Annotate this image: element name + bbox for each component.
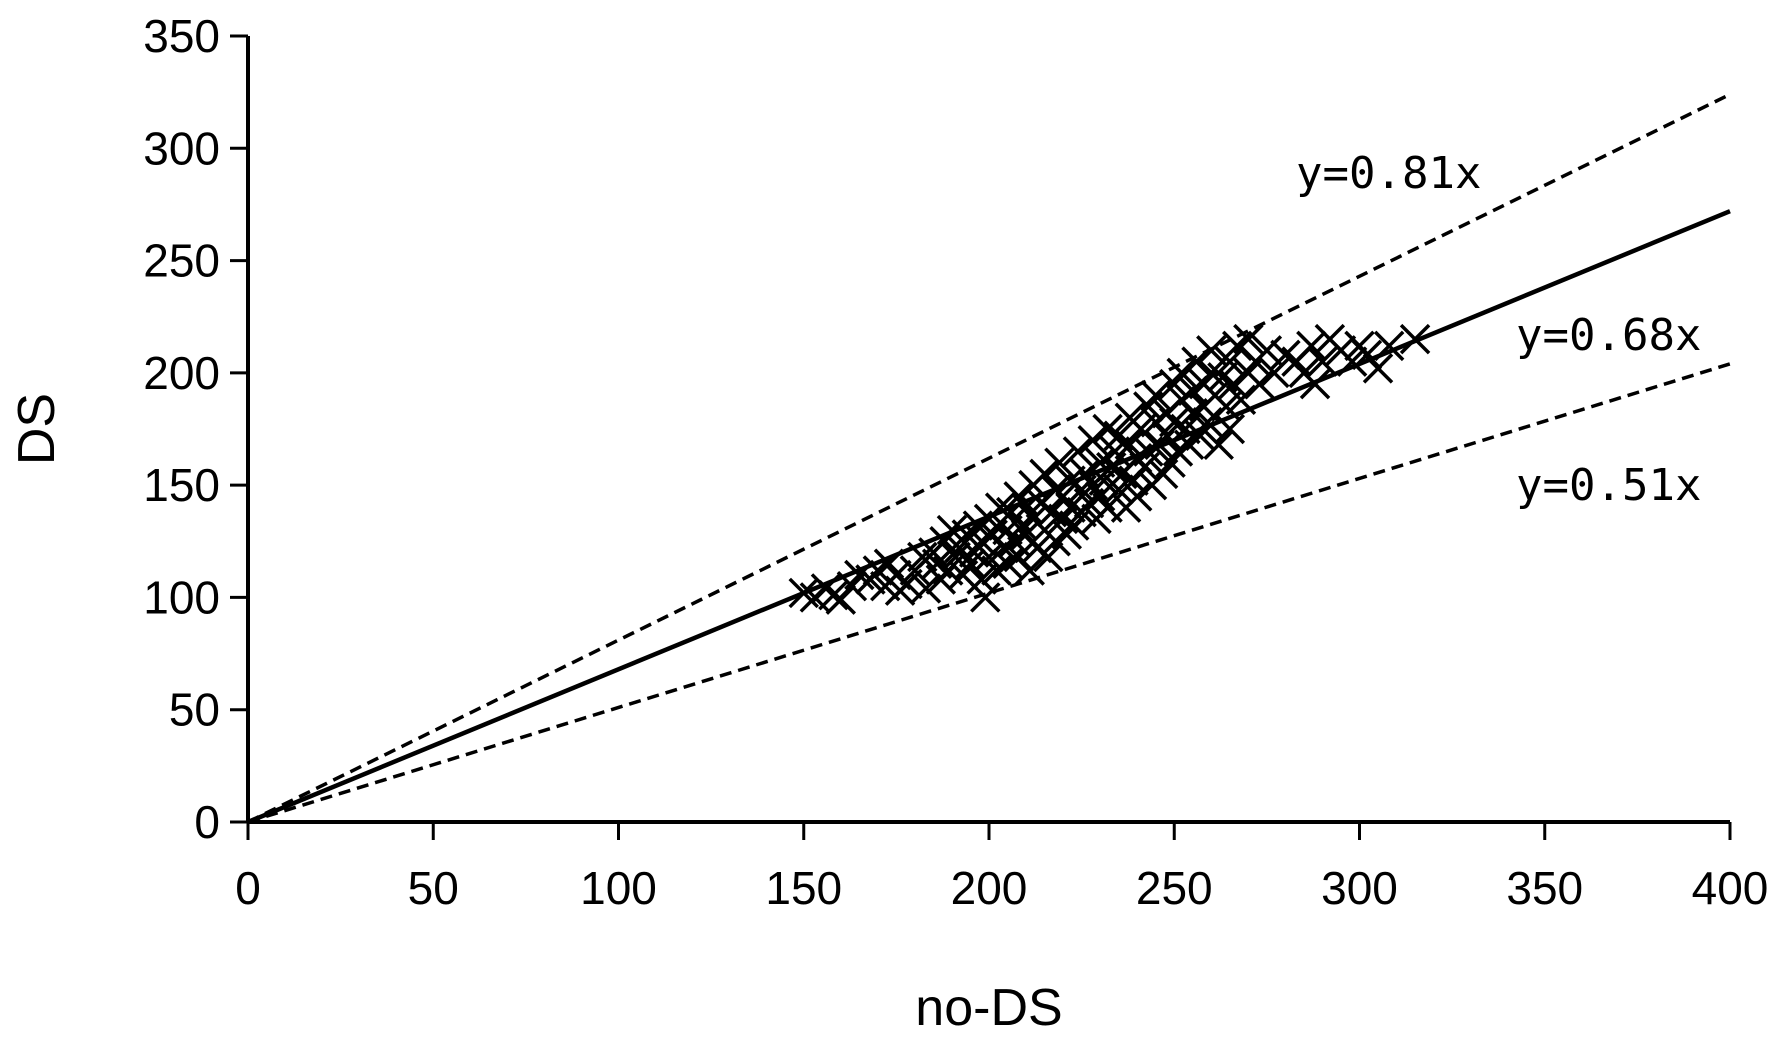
x-tick-label: 150 <box>765 862 842 914</box>
data-point <box>984 492 1016 523</box>
data-point <box>844 559 875 591</box>
x-tick-label: 400 <box>1692 862 1769 914</box>
axes <box>246 36 1730 824</box>
data-point <box>940 541 971 573</box>
data-points <box>788 323 1431 615</box>
data-point <box>1166 357 1197 389</box>
y-tick-label: 300 <box>143 122 220 174</box>
data-point <box>1399 323 1431 355</box>
data-point <box>1196 335 1227 366</box>
data-point <box>970 582 1001 613</box>
x-tick-label: 50 <box>408 862 459 914</box>
data-point <box>1062 436 1094 467</box>
y-axis-title: DS <box>8 393 66 465</box>
data-point <box>1233 323 1264 355</box>
data-point <box>1121 481 1153 512</box>
data-point <box>1225 384 1257 416</box>
data-point <box>1307 346 1338 377</box>
data-point <box>1140 380 1171 411</box>
data-point <box>1181 346 1212 377</box>
line-annotations: y=0.81x y=0.68x y=0.51x <box>1296 148 1701 511</box>
fit-line-0 <box>247 92 1731 824</box>
y-tick-label: 0 <box>194 796 220 848</box>
data-point <box>1203 429 1234 460</box>
data-point <box>1299 368 1331 400</box>
data-point <box>966 564 997 595</box>
x-tick-label: 100 <box>580 862 657 914</box>
data-point <box>1251 335 1283 366</box>
data-point <box>910 573 942 604</box>
data-point <box>907 541 938 573</box>
data-point <box>1373 330 1405 362</box>
data-point <box>1192 407 1223 438</box>
x-tick-label: 350 <box>1506 862 1583 914</box>
fit-lines <box>247 92 1731 825</box>
y-tick-label: 250 <box>143 235 220 287</box>
line-label-0: y=0.81x <box>1296 148 1481 199</box>
x-tick-label: 200 <box>951 862 1028 914</box>
x-axis-title: no-DS <box>915 979 1062 1037</box>
data-point <box>1125 413 1157 445</box>
data-point <box>1259 357 1290 389</box>
data-point <box>1033 541 1064 573</box>
data-point <box>1362 353 1394 384</box>
y-tick-label: 100 <box>143 571 220 623</box>
ticks: 0 50 100 150 200 250 300 350 400 0 50 100 150 200 250 3… <box>143 10 1768 914</box>
line-label-1: y=0.68x <box>1516 310 1701 361</box>
data-point <box>1029 458 1060 490</box>
fit-line-2 <box>247 362 1731 824</box>
data-point <box>1336 346 1368 377</box>
x-tick-label: 300 <box>1321 862 1398 914</box>
x-tick-label: 0 <box>235 862 261 914</box>
x-tick-label: 250 <box>1136 862 1213 914</box>
y-tick-label: 200 <box>143 347 220 399</box>
data-point <box>1044 447 1075 478</box>
y-tick-label: 350 <box>143 10 220 62</box>
data-point <box>1077 424 1108 456</box>
y-tick-label: 150 <box>143 459 220 511</box>
data-point <box>1296 330 1327 362</box>
data-point <box>818 579 849 611</box>
data-point <box>955 548 986 579</box>
data-point <box>1244 368 1275 400</box>
data-point <box>1214 413 1246 445</box>
y-tick-label: 50 <box>169 684 220 736</box>
line-label-2: y=0.51x <box>1516 460 1701 511</box>
data-point <box>1014 555 1045 586</box>
data-point <box>1084 447 1116 478</box>
